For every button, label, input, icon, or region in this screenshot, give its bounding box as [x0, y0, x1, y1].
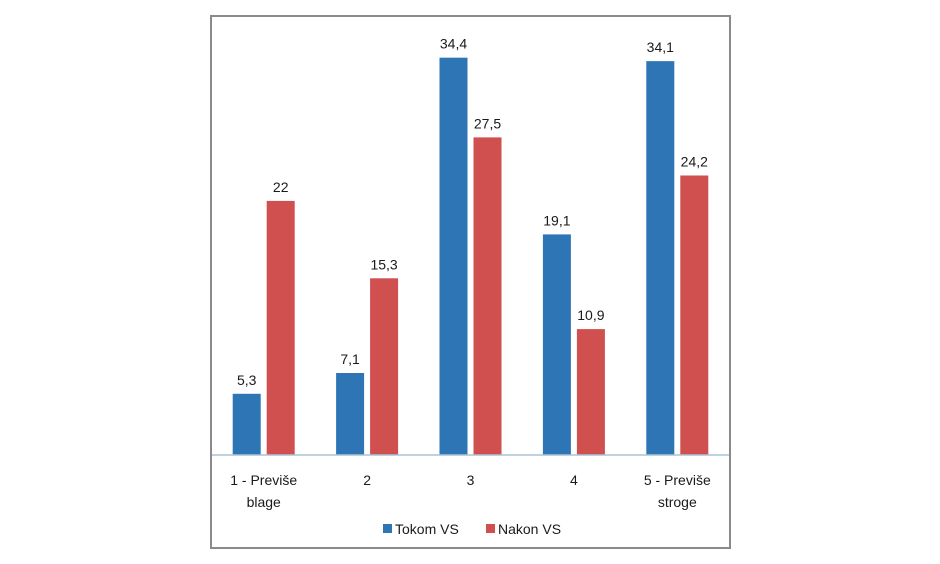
value-label-tokom-2: 7,1: [340, 351, 360, 367]
value-label-nakon-1: 22: [273, 179, 289, 195]
legend-label-nakon: Nakon VS: [498, 521, 561, 537]
bar-nakon-2: [370, 278, 399, 455]
value-labels-group: 5,3 22 7,1 15,3 34,4 27,5 19,1 10,9 34,1 24,2: [237, 36, 708, 388]
legend-label-tokom: Tokom VS: [395, 521, 459, 537]
value-label-tokom-1: 5,3: [237, 372, 257, 388]
value-label-tokom-5: 34,1: [647, 39, 674, 55]
bar-tokom-3: [439, 57, 468, 456]
value-label-nakon-5: 24,2: [681, 153, 708, 169]
bar-tokom-4: [542, 234, 571, 455]
category-labels-group: 1 - Previše blage 2 3 4 5 - Previše stroge: [230, 472, 711, 510]
bar-nakon-1: [266, 200, 295, 455]
value-label-nakon-3: 27,5: [474, 115, 501, 131]
bar-nakon-5: [680, 175, 709, 456]
value-label-tokom-3: 34,4: [440, 36, 467, 52]
bar-nakon-4: [576, 329, 605, 455]
bar-nakon-3: [473, 137, 502, 455]
category-label-4: 4: [570, 472, 578, 488]
category-label-2: 2: [363, 472, 371, 488]
legend-swatch-nakon: [486, 524, 495, 533]
category-label-5: 5 - Previše: [644, 472, 711, 488]
category-label-3: 3: [467, 472, 475, 488]
bar-tokom-2: [336, 372, 365, 455]
bar-tokom-5: [646, 61, 675, 456]
category-label-1: 1 - Previše: [230, 472, 297, 488]
bars-group: [232, 57, 709, 456]
value-label-tokom-4: 19,1: [543, 212, 570, 228]
value-label-nakon-2: 15,3: [370, 256, 397, 272]
legend: Tokom VS Nakon VS: [383, 521, 561, 537]
category-label-5-line2: stroge: [658, 494, 697, 510]
legend-swatch-tokom: [383, 524, 392, 533]
value-label-nakon-4: 10,9: [577, 307, 604, 323]
category-label-1-line2: blage: [247, 494, 281, 510]
chart-frame: [210, 15, 731, 549]
bar-tokom-1: [232, 393, 261, 455]
